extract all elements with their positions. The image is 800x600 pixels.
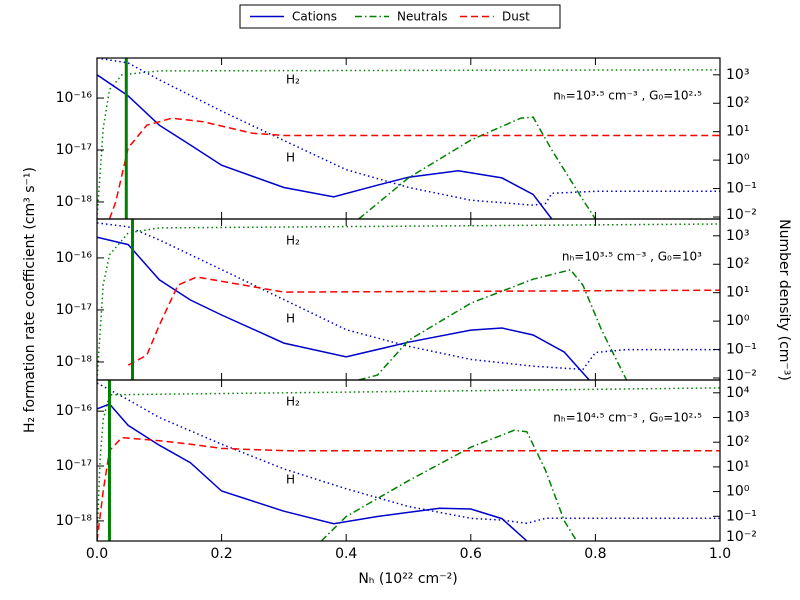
panel-annotation: nₕ=10⁴·⁵ cm⁻³ , G₀=10²·⁵ — [553, 411, 702, 425]
x-tick-label: 0.4 — [335, 546, 357, 562]
density-line — [97, 58, 720, 206]
y2-axis-label: Number density (cm⁻³) — [776, 219, 792, 381]
rate-line — [97, 403, 528, 541]
y2-tick-label: 10³ — [726, 67, 749, 83]
legend-label: Cations — [292, 10, 337, 24]
y2-tick-label: 10⁻¹ — [726, 508, 757, 524]
y-tick-label: 10⁻¹⁶ — [56, 90, 93, 106]
density-line — [97, 222, 720, 371]
curve-label: H₂ — [286, 73, 300, 87]
curve-label: H — [286, 312, 295, 326]
y-tick-label: 10⁻¹⁷ — [56, 142, 92, 158]
y2-tick-label: 10⁻² — [726, 368, 757, 384]
density-line — [97, 387, 720, 541]
panel-frame — [96, 379, 721, 542]
density-line — [97, 223, 720, 380]
rate-line — [358, 116, 597, 219]
y2-tick-label: 10⁻¹ — [726, 342, 757, 358]
rate-line — [97, 436, 720, 541]
y2-tick-label: 10⁰ — [726, 152, 750, 168]
y2-tick-label: 10² — [726, 434, 749, 450]
panel-annotation: nₕ=10³·⁵ cm⁻³ , G₀=10³ — [562, 250, 702, 264]
curve-label: H — [286, 151, 295, 165]
rate-line — [97, 236, 590, 380]
rate-line — [97, 74, 553, 219]
y2-tick-label: 10³ — [726, 228, 749, 244]
rate-line — [358, 268, 628, 380]
curve-label: H₂ — [286, 395, 300, 409]
panel-annotation: nₕ=10³·⁵ cm⁻³ , G₀=10²·⁵ — [553, 89, 702, 103]
curve-label: H₂ — [286, 234, 300, 248]
y-axis-label: H₂ formation rate coefficient (cm³ s⁻¹) — [22, 167, 38, 433]
y2-tick-label: 10² — [726, 256, 749, 272]
curve-label: H — [286, 473, 295, 487]
y-tick-label: 10⁻¹⁷ — [56, 302, 92, 318]
legend-label: Dust — [502, 10, 530, 24]
y-tick-label: 10⁻¹⁶ — [56, 250, 93, 266]
rate-line — [108, 117, 720, 219]
y2-tick-label: 10⁰ — [726, 484, 750, 500]
y-tick-label: 10⁻¹⁷ — [56, 458, 92, 474]
plot-area — [97, 219, 720, 380]
y-tick-label: 10⁻¹⁸ — [56, 194, 93, 210]
density-line — [97, 382, 720, 525]
y2-tick-label: 10⁰ — [726, 313, 750, 329]
plot-area — [97, 58, 720, 219]
x-tick-label: 0.2 — [210, 546, 232, 562]
legend-label: Neutrals — [397, 10, 448, 24]
y2-tick-label: 10³ — [726, 410, 749, 426]
y-tick-label: 10⁻¹⁸ — [56, 354, 93, 370]
y2-tick-label: 10² — [726, 95, 749, 111]
rate-line — [127, 276, 720, 366]
y2-tick-label: 10¹ — [726, 459, 749, 475]
plot-area — [97, 380, 720, 541]
rate-line — [320, 429, 578, 541]
y-tick-label: 10⁻¹⁶ — [56, 403, 93, 419]
y-tick-label: 10⁻¹⁸ — [56, 513, 93, 529]
y2-tick-label: 10⁻² — [726, 207, 757, 223]
x-axis-label: Nₕ (10²² cm⁻²) — [358, 571, 457, 587]
y2-tick-label: 10⁴ — [726, 385, 750, 401]
y2-tick-label: 10⁻¹ — [726, 181, 757, 197]
x-tick-label: 0.8 — [584, 546, 606, 562]
y2-tick-label: 10¹ — [726, 285, 749, 301]
legend-box — [239, 4, 561, 29]
x-tick-label: 1.0 — [709, 546, 731, 562]
y2-tick-label: 10¹ — [726, 124, 749, 140]
density-line — [97, 69, 720, 219]
y2-tick-label: 10⁻² — [726, 529, 757, 545]
panel-frame — [96, 57, 721, 220]
x-tick-label: 0.0 — [86, 546, 108, 562]
x-tick-label: 0.6 — [460, 546, 482, 562]
